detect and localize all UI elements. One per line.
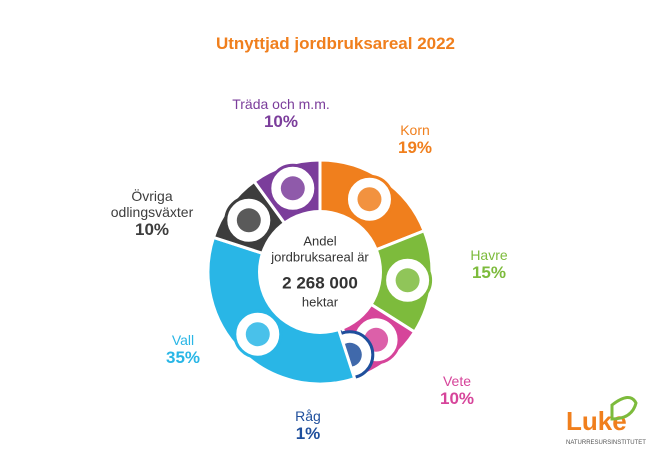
chart-title: Utnyttjad jordbruksareal 2022 xyxy=(215,34,456,53)
category-label: Träda och m.m. xyxy=(232,96,330,112)
category-label: Korn xyxy=(400,122,430,138)
center-text: hektar xyxy=(302,294,339,309)
logo: Luke xyxy=(566,406,627,436)
value-label: 15% xyxy=(471,263,507,283)
segment-label: Övriga odlingsväxter 10% xyxy=(102,188,202,240)
segment-label: Råg 1% xyxy=(295,408,321,444)
segment-icon-core xyxy=(395,268,420,293)
center-text: Andel xyxy=(303,233,336,248)
center-value: 2 268 000 xyxy=(282,273,358,292)
logo-subtitle: NATURRESURSINSTITUTET xyxy=(566,440,646,446)
category-label: Havre xyxy=(470,247,508,263)
center-text: jordbruksareal är xyxy=(270,249,369,264)
category-label: Vall xyxy=(171,332,195,348)
value-label: 35% xyxy=(165,348,201,368)
segment-icon-core xyxy=(236,208,261,233)
segment-label: Korn 19% xyxy=(398,122,432,158)
logo-leaf xyxy=(610,396,638,421)
value-label: 10% xyxy=(439,389,475,409)
segment-label: Vete 10% xyxy=(440,373,474,409)
value-label: 1% xyxy=(295,424,321,444)
value-label: 19% xyxy=(397,138,433,158)
category-label: Råg xyxy=(295,408,321,424)
center-disc xyxy=(258,210,382,334)
value-label: 10% xyxy=(134,220,170,240)
segment-label: Vall 35% xyxy=(166,332,200,368)
value-label: 10% xyxy=(263,112,299,132)
segment-icon-core xyxy=(245,322,270,347)
segment-label: Havre 15% xyxy=(470,247,507,283)
segment-label: Träda och m.m. 10% xyxy=(232,96,330,132)
segment-icon-core xyxy=(357,187,382,212)
category-label: Övriga odlingsväxter xyxy=(110,188,194,221)
category-label: Vete xyxy=(442,373,472,389)
segment-icon-core xyxy=(280,176,305,201)
